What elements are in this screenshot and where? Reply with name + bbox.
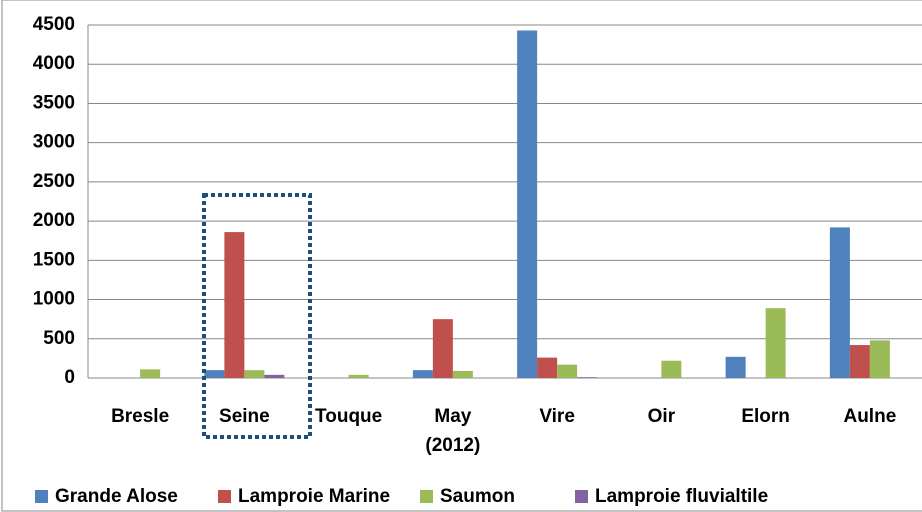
y-tick-label: 2000 [33,210,75,231]
bar [452,370,473,378]
legend-swatch [218,490,231,503]
bar [244,370,265,378]
bar [432,319,453,378]
bar [577,377,598,378]
bar [204,370,225,378]
x-tick-label: Oir [647,406,676,427]
x-tick-label: Bresle [111,406,170,427]
bar [264,374,285,378]
bar [725,356,746,378]
bar [661,360,682,378]
legend-swatch [420,490,433,503]
y-tick-label: 1000 [33,289,75,310]
highlight-box [202,193,312,439]
legend-label: Lamproie Marine [238,486,390,507]
y-tick-label: 3000 [33,132,75,153]
bar [849,345,870,378]
y-tick-label: 4000 [33,53,75,74]
legend-label: Lamproie fluvialtile [595,486,768,507]
bar [829,227,850,378]
legend-label: Grande Alose [55,486,178,507]
y-tick-label: 3500 [33,92,75,113]
bar [140,369,161,378]
y-tick-label: 4500 [33,14,75,35]
bar [412,370,433,378]
legend-swatch [575,490,588,503]
x-tick-label: Elorn [741,406,790,427]
y-tick-label: 500 [43,328,75,349]
bar [224,232,245,378]
x-tick-label: Aulne [843,406,897,427]
x-tick-label: May (2012) [425,406,481,456]
bar [348,374,369,378]
x-tick-label: Touque [315,406,383,427]
y-tick-label: 0 [64,367,75,388]
y-tick-label: 1500 [33,249,75,270]
legend-label: Saumon [440,486,515,507]
legend-swatch [35,490,48,503]
x-tick-label: Vire [539,406,575,427]
bar [537,357,558,378]
y-tick-label: 2500 [33,171,75,192]
bar [869,340,890,378]
bar [765,308,786,378]
bar [517,30,538,378]
bar [557,364,578,378]
x-tick-label: Seine [219,406,270,427]
